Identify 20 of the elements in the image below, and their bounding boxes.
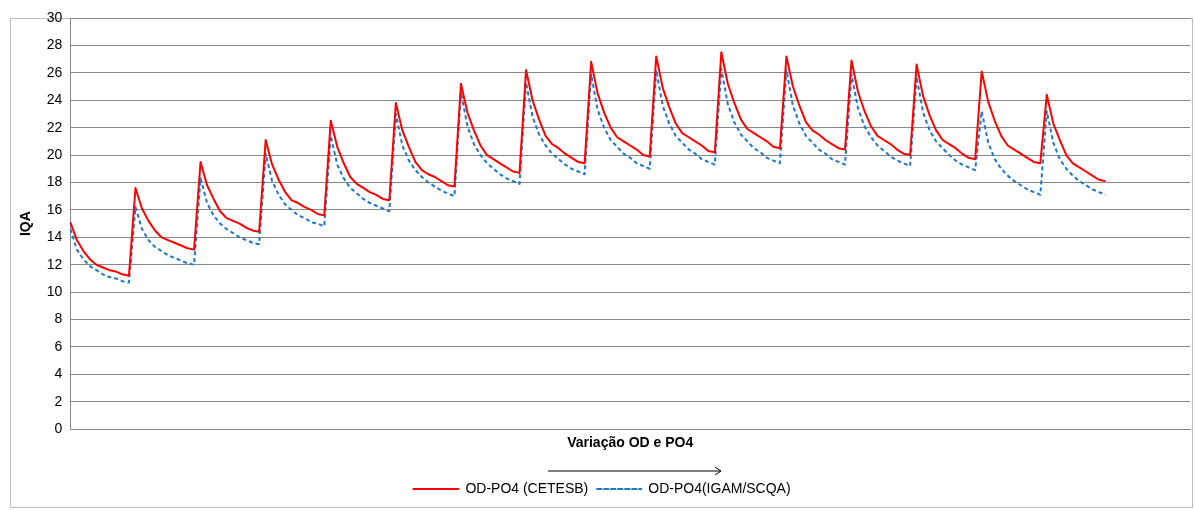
y-tick-label: 24 xyxy=(46,91,63,108)
legend-label: OD-PO4 (CETESB) xyxy=(465,479,589,496)
y-tick-label: 2 xyxy=(54,392,63,409)
y-tick-label: 22 xyxy=(46,118,63,135)
y-tick-label: 12 xyxy=(46,255,63,272)
y-tick-label: 16 xyxy=(46,200,63,217)
y-tick-label: 30 xyxy=(46,8,63,25)
y-tick-label: 0 xyxy=(54,420,63,437)
legend-label: OD-PO4(IGAM/SCQA) xyxy=(648,479,791,496)
y-axis-title: IQA xyxy=(17,211,34,237)
y-tick-label: 26 xyxy=(46,63,63,80)
y-tick-label: 4 xyxy=(54,365,63,382)
y-tick-label: 28 xyxy=(46,36,63,53)
y-tick-label: 10 xyxy=(46,282,63,299)
y-tick-label: 6 xyxy=(54,337,63,354)
x-axis-title: Variação OD e PO4 xyxy=(567,434,694,451)
y-tick-label: 18 xyxy=(46,173,63,190)
y-tick-label: 14 xyxy=(46,228,63,245)
y-tick-label: 20 xyxy=(46,145,63,162)
y-tick-label: 8 xyxy=(54,310,63,327)
